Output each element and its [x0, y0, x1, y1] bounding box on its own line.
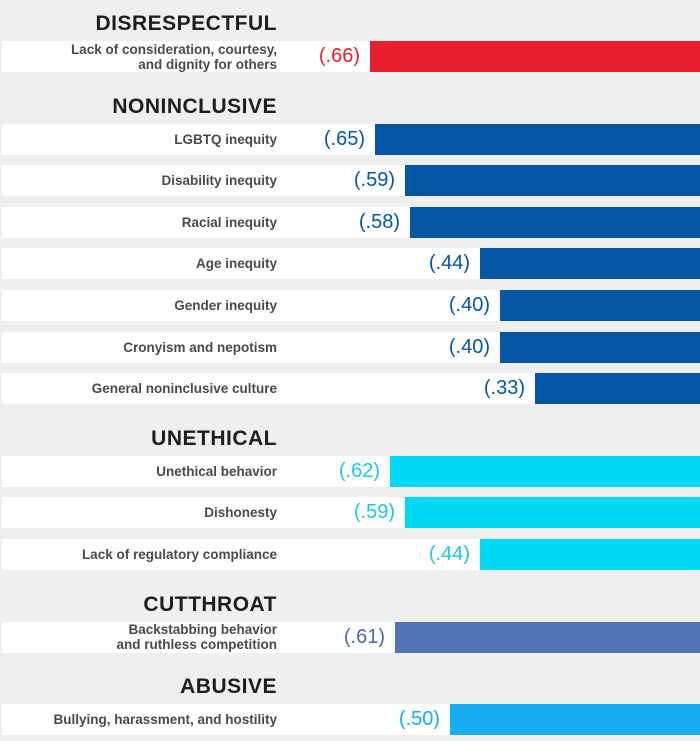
bar: [410, 206, 700, 238]
bar-row: General noninclusive culture (.33): [2, 373, 700, 405]
bar-category-label: Lack of consideration, courtesy, and dig…: [70, 41, 277, 72]
bar: [375, 123, 700, 155]
bar: [480, 248, 700, 280]
bar-category-label: Lack of regulatory compliance: [81, 547, 277, 562]
group-title-disrespectful: DISRESPECTFUL: [95, 12, 277, 35]
bar-value-label: (.44): [428, 543, 470, 565]
bar: [370, 41, 700, 72]
group-title-cutthroat: CUTTHROAT: [143, 592, 277, 616]
bar-category-label: General noninclusive culture: [91, 381, 277, 397]
bar-value-label: (.50): [398, 708, 440, 731]
bar: [405, 497, 700, 529]
bar-value-label: (.59): [353, 169, 395, 192]
bar-category-label: Disability inequity: [161, 173, 277, 189]
bar-value-label: (.65): [323, 127, 365, 150]
bar-value-label: (.40): [448, 294, 490, 316]
bar-row: Age inequity (.44): [2, 248, 700, 280]
bar-category-label: LGBTQ inequity: [174, 131, 277, 147]
bar-category-label: Dishonesty: [204, 505, 277, 521]
bar-row: Lack of consideration, courtesy, and dig…: [2, 41, 700, 72]
bar: [405, 165, 700, 197]
bar-row: Unethical behavior (.62): [2, 455, 700, 487]
bar-category-label: Cronyism and nepotism: [123, 339, 277, 355]
bar-category-label: Bullying, harassment, and hostility: [53, 712, 277, 728]
bar-row: Bullying, harassment, and hostility (.50): [2, 704, 700, 736]
bar-category-label: Racial inequity: [181, 214, 277, 230]
bar-value-label: (.44): [428, 252, 470, 275]
bar-value-label: (.58): [358, 210, 400, 233]
bar-row: Lack of regulatory compliance (.44): [2, 539, 700, 570]
bar-value-label: (.66): [318, 45, 360, 67]
bar-value-label: (.40): [448, 335, 490, 358]
bar: [395, 621, 700, 653]
bar-value-label: (.59): [353, 501, 395, 524]
bar-value-label: (.61): [343, 625, 385, 648]
bar: [480, 539, 700, 570]
bar-row: Gender inequity (.40): [2, 290, 700, 321]
bar-row: Dishonesty (.59): [2, 497, 700, 529]
bar-value-label: (.33): [483, 377, 525, 400]
bar-category-label: Age inequity: [195, 256, 277, 272]
group-title-abusive: ABUSIVE: [180, 675, 277, 699]
bar: [535, 373, 700, 405]
bar-row: Cronyism and nepotism (.40): [2, 331, 700, 363]
group-title-unethical: UNETHICAL: [151, 426, 277, 450]
bar-category-label: Backstabbing behavior and ruthless compe…: [116, 622, 277, 653]
bar: [450, 704, 700, 736]
bar-row: LGBTQ inequity (.65): [2, 123, 700, 155]
bar-category-label: Gender inequity: [174, 298, 277, 313]
bar: [500, 290, 700, 321]
bar-row: Backstabbing behavior and ruthless compe…: [2, 621, 700, 653]
bar-row: Racial inequity (.58): [2, 206, 700, 238]
bar: [500, 331, 700, 363]
bar-row: Disability inequity (.59): [2, 165, 700, 197]
bar-value-label: (.62): [338, 459, 380, 482]
group-title-noninclusive: NONINCLUSIVE: [112, 94, 277, 118]
bar-category-label: Unethical behavior: [156, 463, 277, 479]
bar: [390, 455, 700, 487]
